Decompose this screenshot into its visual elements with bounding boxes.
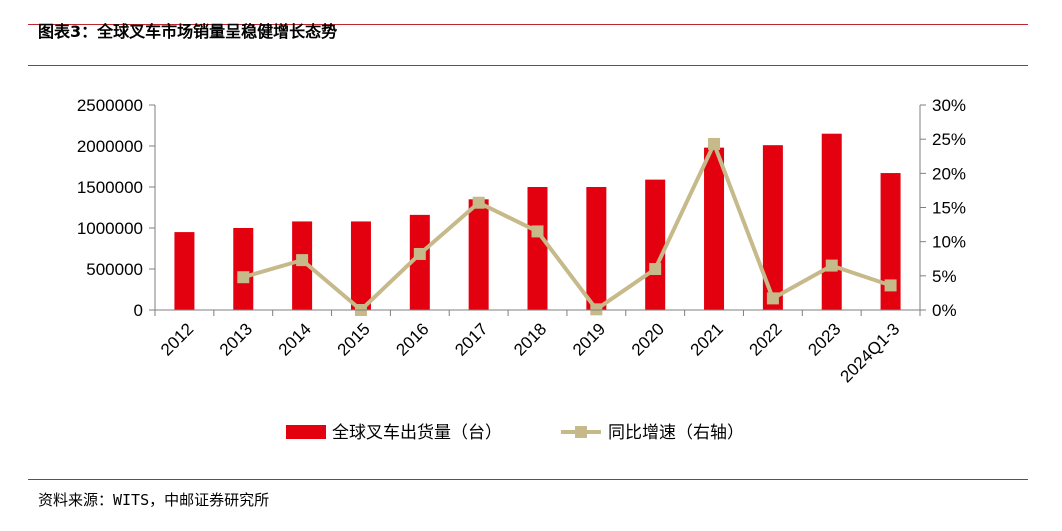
y-left-tick-label-3: 1500000 (77, 178, 143, 197)
chart-title: 图表3：全球叉车市场销量呈稳健增长态势 (38, 22, 338, 41)
x-tick-label-10: 2022 (746, 319, 786, 359)
x-tick-label-1: 2013 (216, 319, 256, 359)
bar-series (174, 133, 901, 310)
growth-point-8 (649, 263, 662, 275)
bar-4 (409, 214, 430, 310)
y-right-tick-label-4: 20% (932, 164, 966, 183)
title-bottom-rule (28, 65, 1028, 66)
bar-3 (350, 221, 371, 310)
x-tick-label-11: 2023 (804, 319, 844, 359)
bar-12 (880, 173, 901, 310)
legend-swatch-bar (286, 425, 326, 439)
bar-6 (527, 187, 548, 310)
x-tick-label-9: 2021 (687, 319, 727, 359)
growth-line (242, 141, 892, 312)
x-tick-label-4: 2016 (392, 319, 432, 359)
growth-point-10 (766, 292, 779, 305)
bar-11 (821, 133, 842, 310)
y-left-tick-label-5: 2500000 (77, 96, 143, 115)
y-right-tick-label-3: 15% (932, 199, 966, 218)
legend-label-line: 同比增速（右轴） (608, 423, 744, 443)
x-tick-label-3: 2015 (334, 319, 374, 359)
growth-point-9 (708, 137, 721, 150)
growth-point-4 (413, 247, 426, 260)
line-series (237, 137, 897, 316)
bar-0 (174, 232, 195, 310)
bar-5 (468, 199, 489, 310)
bar-9 (704, 147, 725, 310)
legend-marker-line (575, 426, 587, 438)
growth-point-12 (884, 279, 897, 292)
x-tick-label-0: 2012 (157, 319, 197, 359)
footer-rule (28, 479, 1028, 480)
y-right-tick-label-2: 10% (932, 233, 966, 252)
y-left-tick-label-0: 0 (134, 301, 143, 320)
source-note: 资料来源：WITS，中邮证券研究所 (38, 491, 270, 509)
bar-10 (762, 145, 783, 310)
y-right-tick-label-1: 5% (932, 267, 957, 286)
legend: 全球叉车出货量（台） 同比增速（右轴） (286, 423, 744, 443)
x-tick-label-7: 2019 (569, 319, 609, 359)
y-right-tick-label-5: 25% (932, 130, 966, 149)
growth-point-5 (472, 196, 485, 209)
legend-label-bar: 全球叉车出货量（台） (332, 423, 502, 443)
y-left-tick-label-4: 2000000 (77, 137, 143, 156)
axes: 0 500000 1000000 1500000 2000000 2500000 0% 5% 1… (77, 96, 966, 386)
growth-point-2 (296, 254, 309, 267)
growth-point-11 (825, 259, 838, 272)
bar-1 (233, 228, 254, 310)
y-left-tick-label-2: 1000000 (77, 219, 143, 238)
bar-7 (586, 187, 607, 310)
y-right-tick-label-0: 0% (932, 301, 957, 320)
x-tick-label-6: 2018 (510, 319, 550, 359)
y-left-tick-label-1: 500000 (86, 260, 143, 279)
title-top-rule (28, 24, 1028, 25)
x-tick-label-5: 2017 (451, 319, 491, 359)
x-tick-label-2: 2014 (275, 319, 315, 359)
x-tick-label-8: 2020 (628, 319, 668, 359)
growth-point-7 (590, 303, 603, 316)
growth-point-1 (237, 271, 250, 284)
x-tick-label-12: 2024Q1-3 (836, 319, 903, 386)
growth-point-6 (531, 225, 544, 238)
y-right-tick-label-6: 30% (932, 96, 966, 115)
bar-8 (645, 179, 666, 310)
